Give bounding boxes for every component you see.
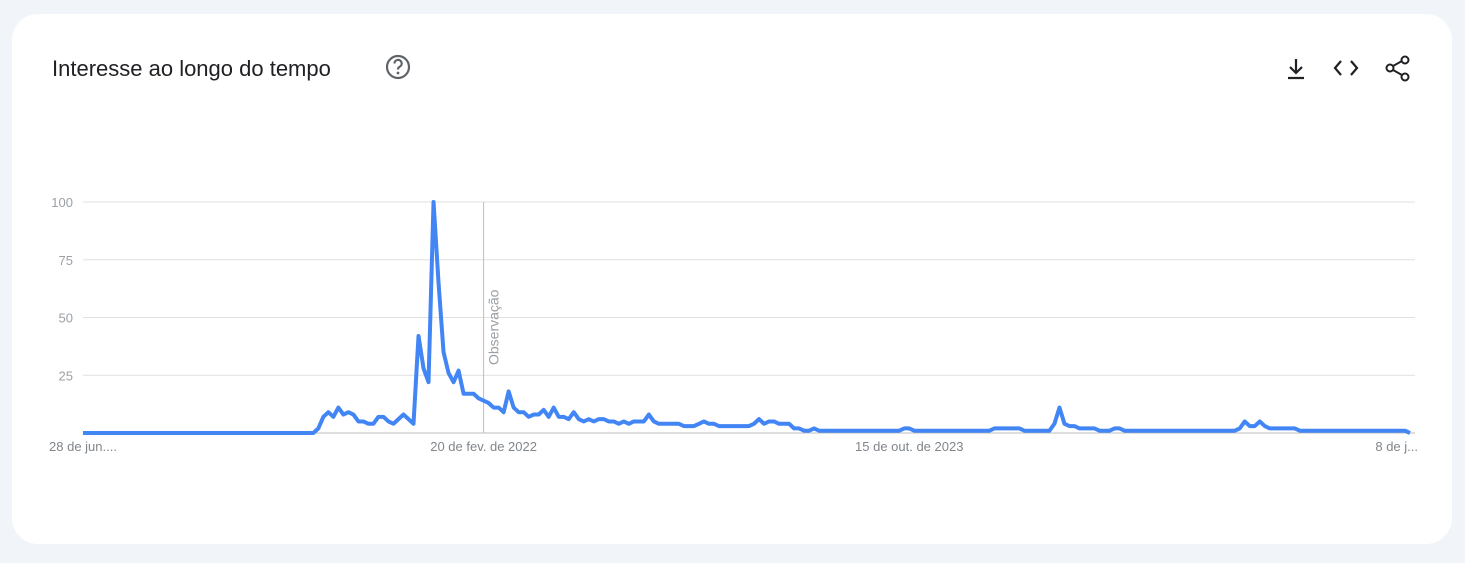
y-tick-label: 100 [51, 195, 73, 210]
help-icon[interactable] [385, 54, 411, 80]
x-tick-label: 20 de fev. de 2022 [430, 439, 537, 454]
embed-icon[interactable] [1333, 60, 1359, 76]
x-tick-label: 15 de out. de 2023 [855, 439, 963, 454]
share-icon[interactable] [1385, 55, 1410, 82]
x-tick-label: 28 de jun.... [49, 439, 117, 454]
data-line [83, 200, 1411, 435]
download-icon[interactable] [1288, 59, 1304, 80]
y-tick-label: 25 [59, 368, 73, 383]
x-tick-label: 8 de j... [1375, 439, 1418, 454]
annotation-label: Observação [486, 289, 502, 365]
chart-title: Interesse ao longo do tempo [52, 56, 331, 81]
y-tick-label: 50 [59, 311, 73, 326]
card [12, 14, 1452, 544]
y-tick-label: 75 [59, 253, 73, 268]
